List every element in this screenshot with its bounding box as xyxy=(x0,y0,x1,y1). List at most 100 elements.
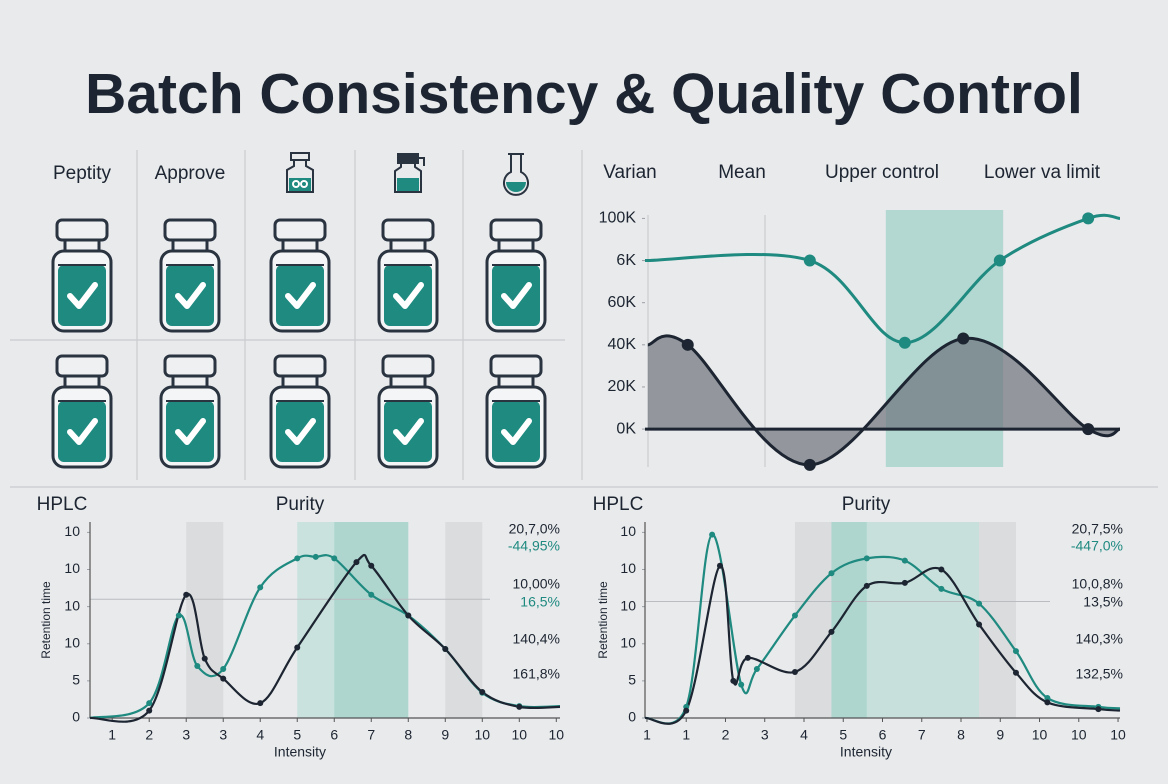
x-tick-label: 6 xyxy=(330,727,338,743)
y-tick-label: 10 xyxy=(620,523,636,539)
x-tick-label: 1 xyxy=(682,727,690,743)
x-tick-label: 10 xyxy=(549,727,565,743)
point xyxy=(146,700,153,707)
band xyxy=(186,522,224,718)
x-tick-label: 3 xyxy=(219,727,227,743)
point xyxy=(957,332,970,345)
y-axis-label: Retention time xyxy=(596,581,610,659)
annotation: 20,7,5% xyxy=(1072,521,1123,537)
point xyxy=(479,689,486,696)
point xyxy=(683,707,690,714)
y-tick-label: 0 xyxy=(628,709,636,725)
x-tick-label: 8 xyxy=(404,727,412,743)
point xyxy=(901,557,908,564)
x-tick-label: 10 xyxy=(1032,727,1048,743)
point xyxy=(194,663,201,670)
chart-header: HPLC xyxy=(593,494,644,515)
x-tick-label: 7 xyxy=(367,727,375,743)
legend-header: Upper control xyxy=(825,162,939,183)
point xyxy=(257,584,264,591)
point xyxy=(312,553,319,560)
annotation: 16,5% xyxy=(520,594,560,610)
point xyxy=(183,591,190,598)
point xyxy=(175,612,182,619)
x-axis-label: Intensity xyxy=(274,744,326,760)
point xyxy=(294,644,301,651)
y-axis-label: Retention time xyxy=(39,581,53,659)
point xyxy=(709,531,716,538)
point xyxy=(353,559,360,566)
flask-icon xyxy=(503,153,529,196)
point xyxy=(220,666,227,672)
y-tick-label: 10 xyxy=(620,634,636,650)
point xyxy=(368,562,375,569)
point xyxy=(368,591,375,598)
point xyxy=(1012,648,1019,655)
x-tick-label: 6 xyxy=(879,727,887,743)
annotation: 10,0,8% xyxy=(1072,576,1123,592)
point xyxy=(993,254,1006,267)
x-tick-label: 1 xyxy=(643,727,651,743)
legend-header: Varian xyxy=(603,162,657,183)
annotation: 140,4% xyxy=(513,631,560,647)
x-tick-label: 3 xyxy=(761,727,769,743)
area xyxy=(647,335,1120,465)
annotation: 10,00% xyxy=(513,576,560,592)
y-tick-label: 6K xyxy=(616,252,636,269)
point xyxy=(716,562,723,569)
vial-grid xyxy=(10,150,1158,488)
point xyxy=(146,707,153,714)
flask-icon xyxy=(286,152,314,193)
y-tick-label: 5 xyxy=(72,672,80,688)
point xyxy=(938,585,945,592)
point xyxy=(828,628,835,635)
page-title: Batch Consistency & Quality Control xyxy=(85,62,1083,126)
x-tick-label: 3 xyxy=(182,727,190,743)
y-tick-label: 10 xyxy=(620,560,636,576)
x-tick-label: 9 xyxy=(996,727,1004,743)
point xyxy=(681,338,694,351)
y-tick-label: 10 xyxy=(64,597,80,613)
point xyxy=(753,666,760,672)
chart-title: Purity xyxy=(276,494,325,515)
vials xyxy=(53,220,545,467)
x-axis-label: Intensity xyxy=(840,744,892,760)
x-tick-label: 4 xyxy=(800,727,808,743)
point xyxy=(1044,694,1051,701)
x-tick-label: 5 xyxy=(293,727,301,743)
y-tick-label: 60K xyxy=(608,294,637,311)
annotation: 132,5% xyxy=(1076,666,1123,682)
point xyxy=(1082,212,1095,225)
point xyxy=(442,645,449,652)
x-tick-label: 9 xyxy=(441,727,449,743)
point xyxy=(1012,669,1019,676)
y-tick-label: 10 xyxy=(64,560,80,576)
point xyxy=(898,336,911,349)
y-tick-label: 10 xyxy=(64,634,80,650)
y-tick-label: 5 xyxy=(628,672,636,688)
chart-header: HPLC xyxy=(37,494,88,515)
x-tick-label: 10 xyxy=(1071,727,1087,743)
point xyxy=(976,600,983,607)
x-tick-label: 10 xyxy=(512,727,528,743)
point xyxy=(976,621,983,628)
point xyxy=(1095,706,1102,713)
y-tick-label: 0 xyxy=(72,709,80,725)
x-tick-label: 10 xyxy=(474,727,490,743)
x-tick-label: 8 xyxy=(957,727,965,743)
legend-header: Mean xyxy=(718,162,766,183)
flask-icon xyxy=(394,153,425,193)
x-tick-label: 7 xyxy=(918,727,926,743)
y-tick-label: 10 xyxy=(620,597,636,613)
point xyxy=(744,654,751,661)
point xyxy=(863,582,870,589)
point xyxy=(803,254,816,267)
y-tick-label: 10 xyxy=(64,523,80,539)
annotation: 161,8% xyxy=(513,666,560,682)
x-tick-label: 5 xyxy=(839,727,847,743)
y-tick-label: 40K xyxy=(608,336,637,353)
annotation: -447,0% xyxy=(1071,538,1123,554)
point xyxy=(938,566,945,573)
band xyxy=(831,522,867,718)
